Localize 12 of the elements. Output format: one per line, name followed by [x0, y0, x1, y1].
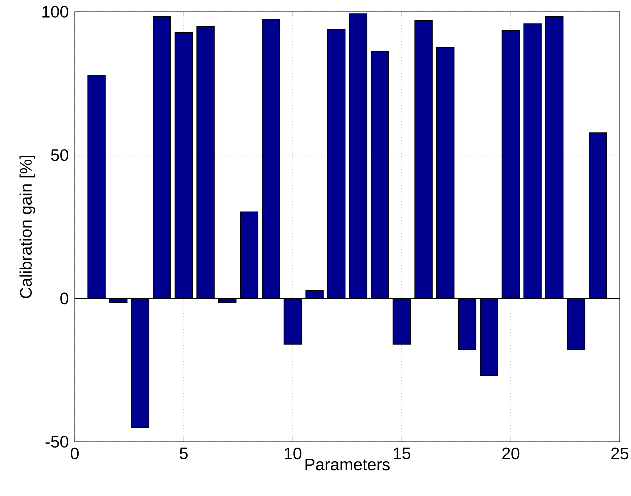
x-tick-label: 5 [180, 448, 188, 460]
x-tick-label: 15 [394, 448, 411, 460]
y-axis-title: Calibration gain [%] [20, 156, 36, 298]
x-tick-label: 10 [285, 448, 302, 460]
y-tick-label: 100 [42, 6, 69, 18]
x-tick-label: 0 [71, 448, 79, 460]
x-tick-label: 25 [612, 448, 629, 460]
y-tick-label: 50 [51, 149, 69, 162]
x-axis-title: Parameters [306, 459, 390, 471]
x-tick-label: 20 [502, 448, 520, 460]
y-tick-label: -50 [46, 436, 69, 448]
y-tick-label: 0 [60, 292, 69, 305]
